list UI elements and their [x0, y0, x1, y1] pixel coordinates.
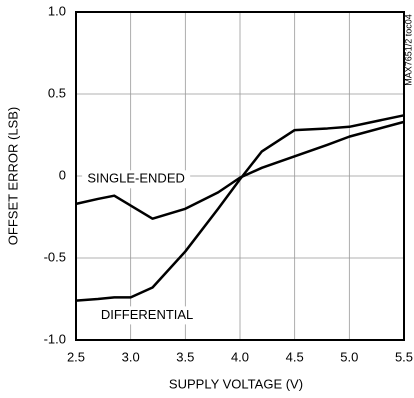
x-axis-label: SUPPLY VOLTAGE (V): [169, 376, 303, 391]
series-label: SINGLE-ENDED: [87, 171, 185, 186]
x-tick-label: 4.5: [286, 349, 304, 364]
x-tick-label: 2.5: [67, 349, 85, 364]
label-bg: [82, 170, 191, 189]
y-tick-label: 1.0: [48, 3, 66, 18]
series-label: DIFFERENTIAL: [101, 307, 193, 322]
label-bg: [93, 306, 202, 325]
x-tick-label: 5.5: [395, 349, 413, 364]
x-tick-label: 3.5: [176, 349, 194, 364]
x-tick-label: 3.0: [122, 349, 140, 364]
plot-frame: [75, 11, 405, 341]
y-tick-label: -0.5: [44, 249, 66, 264]
x-tick-label: 5.0: [340, 349, 358, 364]
side-note: MAX7651/2 toc04: [403, 14, 413, 86]
y-tick-label: -1.0: [44, 331, 66, 346]
y-tick-label: 0.5: [48, 85, 66, 100]
data-line: [75, 120, 405, 220]
y-axis-label: OFFSET ERROR (LSB): [5, 107, 20, 245]
data-line: [75, 114, 405, 302]
x-tick-label: 4.0: [231, 349, 249, 364]
y-tick-label: 0: [59, 167, 66, 182]
